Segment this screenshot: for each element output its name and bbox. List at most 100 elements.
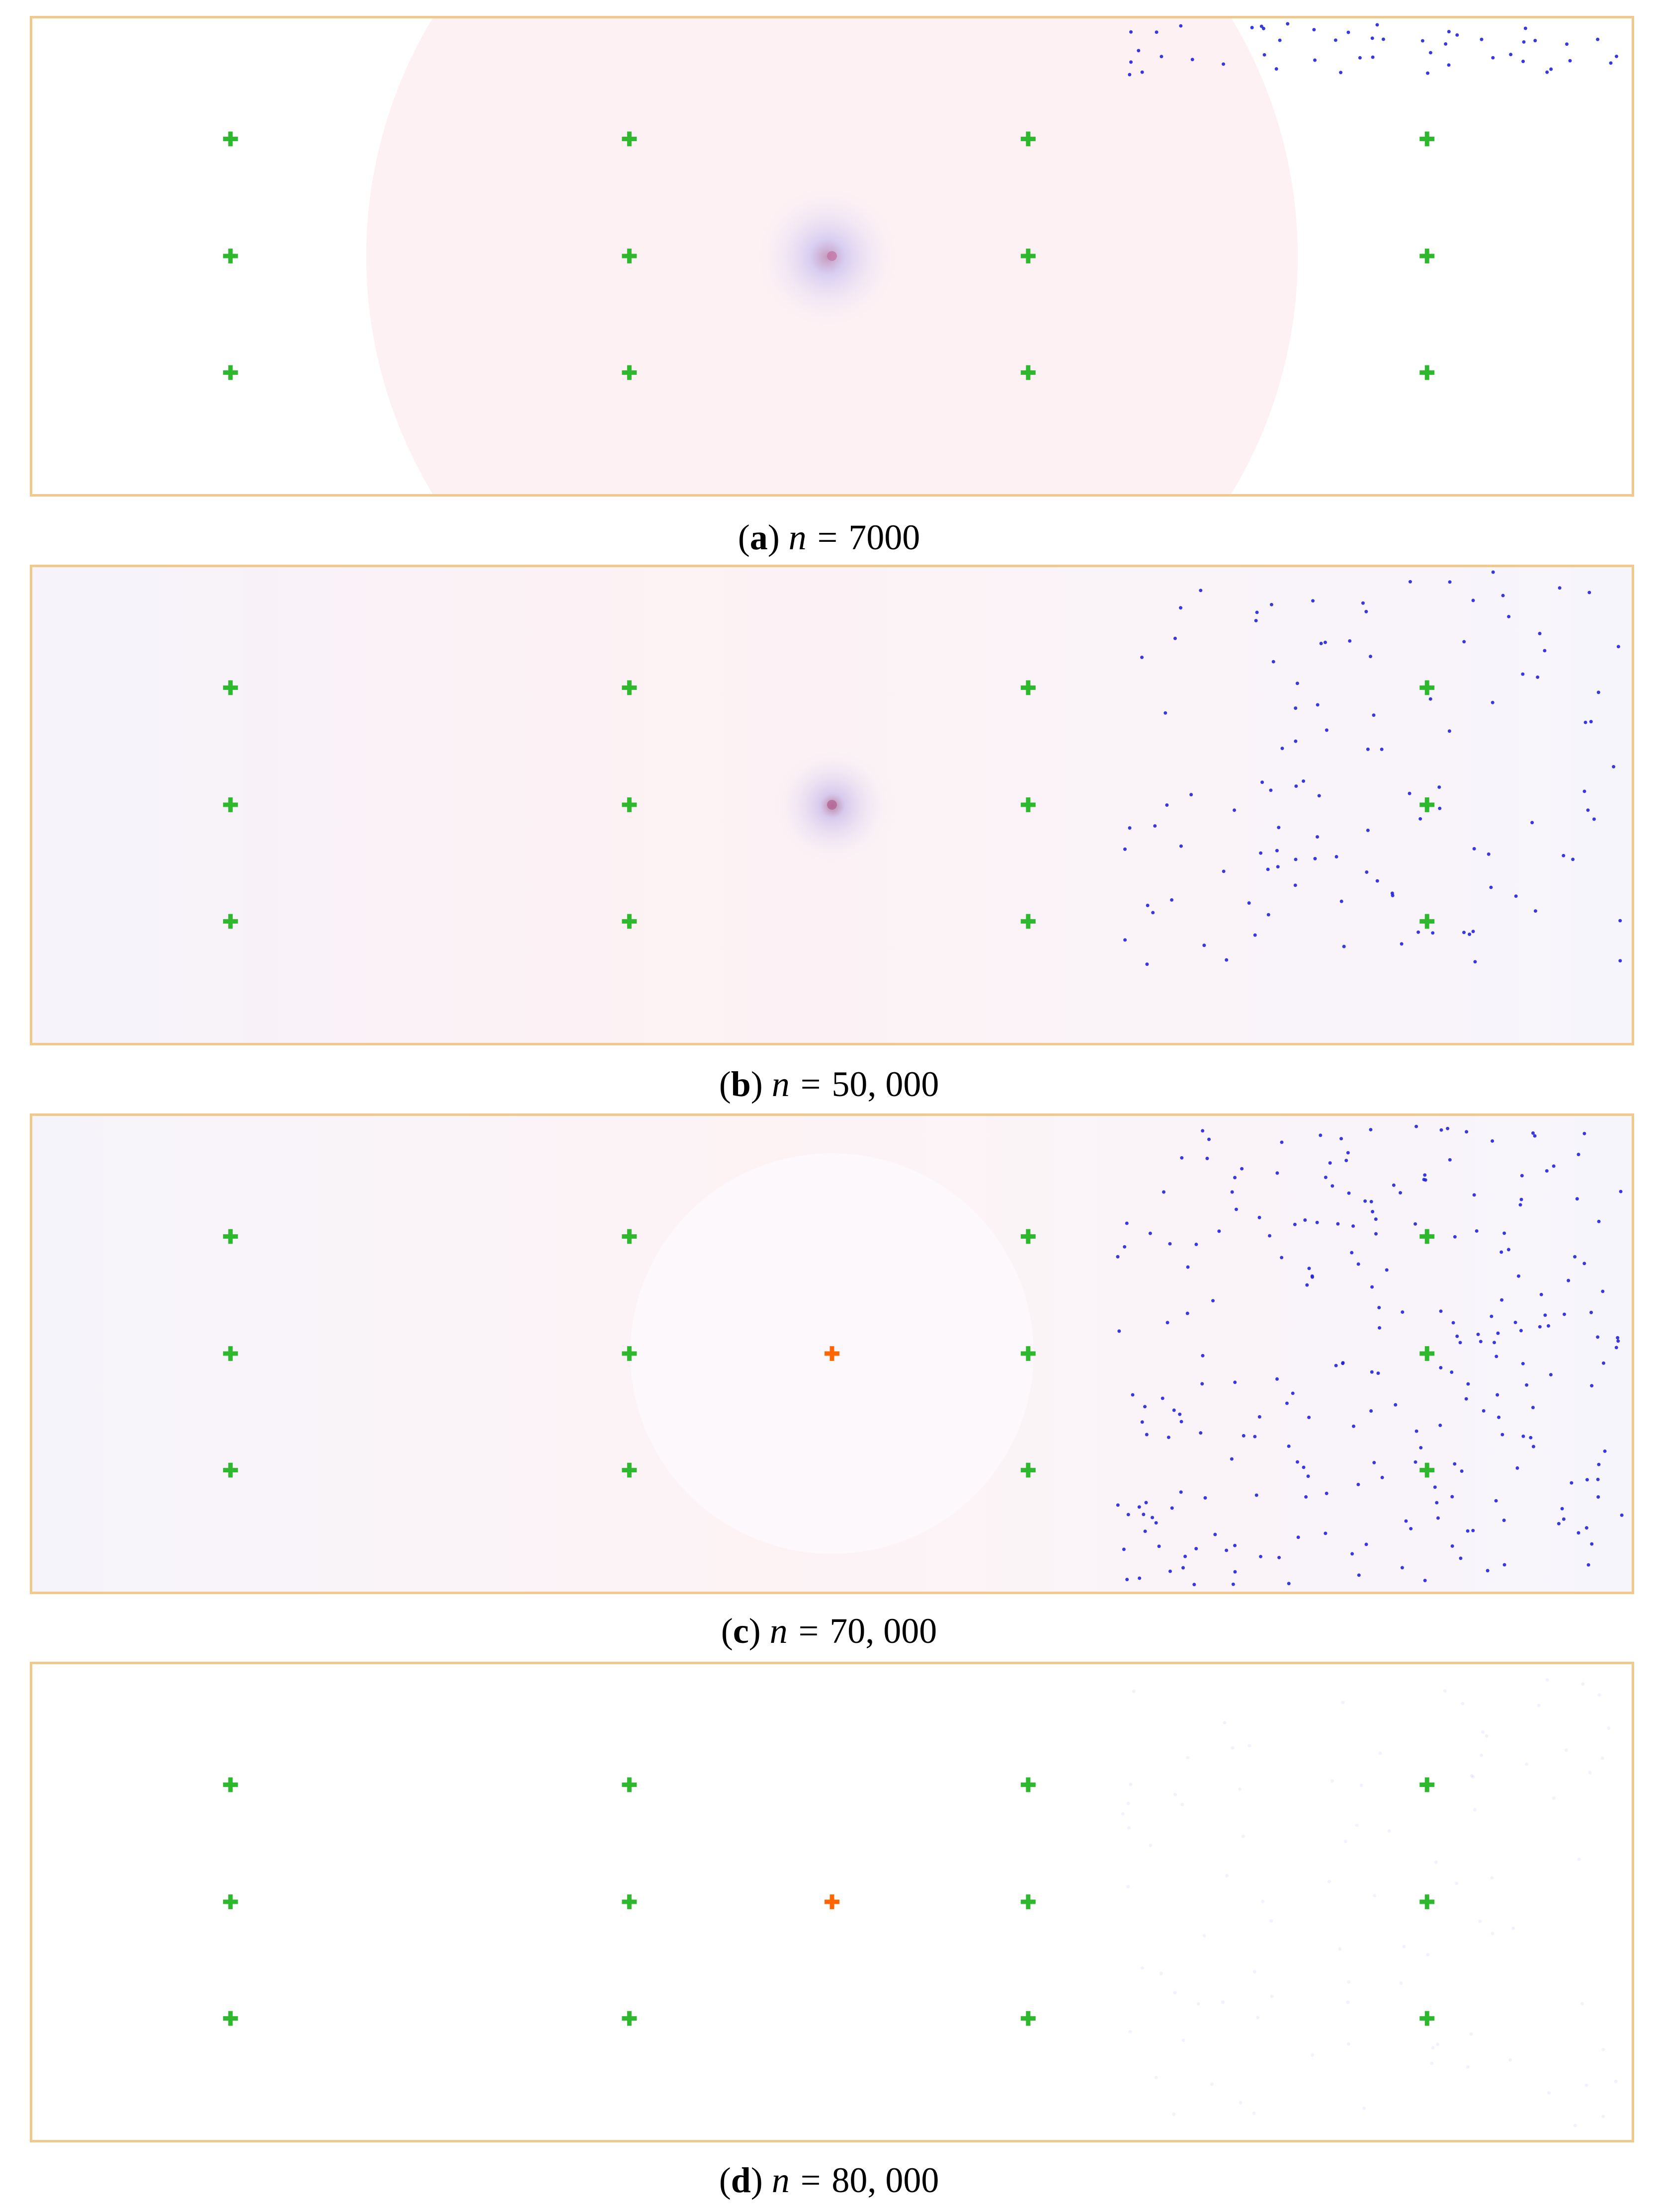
particle-dot xyxy=(1586,1563,1590,1567)
particle-dot xyxy=(1558,586,1562,590)
particle-dot xyxy=(1196,2002,1200,2006)
particle-dot xyxy=(1376,1371,1380,1375)
particle-dot xyxy=(1151,1516,1155,1520)
particle-dot xyxy=(1495,1393,1499,1397)
particle-dot xyxy=(1511,1926,1515,1930)
particle-dot xyxy=(1472,847,1476,851)
particle-dot xyxy=(1202,943,1206,947)
particle-dot xyxy=(1491,1931,1494,1935)
particle-dot xyxy=(1592,817,1596,821)
particle-dot xyxy=(1122,1547,1126,1551)
particle-dot xyxy=(1363,1199,1367,1203)
particle-dot xyxy=(1475,1229,1479,1233)
particle-dot xyxy=(1471,1529,1475,1532)
marker-cross xyxy=(622,797,637,812)
particle-dot xyxy=(1482,1409,1486,1413)
particle-dot xyxy=(1126,1884,1130,1888)
particle-dot xyxy=(1480,37,1484,41)
particle-dot xyxy=(1280,747,1284,751)
particle-dot xyxy=(1305,1283,1309,1287)
particle-dot xyxy=(1302,779,1306,783)
particle-dot xyxy=(1270,1994,1274,1998)
caption-variable: n xyxy=(771,2160,790,2200)
particle-dot xyxy=(1328,1161,1332,1165)
particle-dot xyxy=(1501,594,1505,597)
marker-cross xyxy=(1020,1894,1036,1909)
particle-dot xyxy=(1557,1522,1561,1526)
particle-dot xyxy=(1470,1774,1474,1778)
particle-dot xyxy=(1330,1184,1334,1188)
particle-dot xyxy=(1252,1970,1256,1974)
particle-dot xyxy=(1324,640,1327,644)
particle-dot xyxy=(1128,826,1132,830)
particle-dot xyxy=(1531,1406,1535,1410)
particle-dot xyxy=(1536,675,1540,679)
particle-dot xyxy=(1145,962,1149,966)
particle-dot xyxy=(1620,1513,1624,1517)
particle-dot xyxy=(1618,919,1622,923)
particle-dot xyxy=(1180,1802,1184,1806)
panel-c-plot xyxy=(32,1116,1632,1592)
particle-dot xyxy=(1588,1771,1592,1775)
particle-dot xyxy=(1269,1919,1273,1923)
particle-dot xyxy=(1545,70,1549,74)
particle-dot xyxy=(1356,1262,1360,1266)
particle-dot xyxy=(1268,1234,1272,1238)
particle-dot xyxy=(1287,1444,1291,1448)
particle-dot xyxy=(1350,1552,1354,1556)
particle-dot xyxy=(1154,2075,1158,2079)
particle-dot xyxy=(1519,1197,1523,1201)
particle-dot xyxy=(1446,1126,1450,1130)
particle-dot xyxy=(1466,1529,1470,1533)
particle-dot xyxy=(1607,1726,1611,1730)
particle-dot xyxy=(1339,71,1343,75)
particle-dot xyxy=(1128,2030,1132,2034)
marker-cross xyxy=(622,914,637,929)
particle-dot xyxy=(1392,1183,1396,1187)
marker-cross xyxy=(1419,1229,1435,1244)
particle-dot xyxy=(1560,1507,1564,1511)
particle-dot xyxy=(1431,2046,1435,2050)
particle-dot xyxy=(1538,1325,1542,1329)
particle-dot xyxy=(1306,1474,1310,1478)
particle-dot xyxy=(1307,1415,1311,1419)
particle-dot xyxy=(1522,40,1526,44)
marker-cross xyxy=(223,680,238,695)
particle-dot xyxy=(1513,1320,1517,1324)
particle-dot xyxy=(1233,1176,1237,1180)
particle-dot xyxy=(1221,2000,1225,2004)
marker-cross xyxy=(1020,797,1036,812)
particle-dot xyxy=(1489,885,1493,889)
particle-dot xyxy=(1400,1566,1404,1570)
particle-dot xyxy=(1419,1446,1423,1449)
particle-dot xyxy=(1357,1573,1361,1577)
particle-dot xyxy=(1252,2111,1256,2115)
marker-cross xyxy=(1020,1462,1036,1478)
particle-dot xyxy=(1378,1751,1382,1755)
particle-dot xyxy=(1327,1879,1331,1883)
particle-dot xyxy=(1543,649,1547,653)
particle-dot xyxy=(1294,706,1298,710)
particle-dot xyxy=(1324,1176,1327,1180)
particle-dot xyxy=(1543,1313,1547,1317)
particle-dot xyxy=(1140,655,1144,659)
particle-dot xyxy=(1414,1124,1418,1128)
particle-dot xyxy=(1413,1222,1417,1226)
particle-dot xyxy=(1439,1366,1443,1369)
particle-dot xyxy=(1307,1267,1311,1271)
particle-dot xyxy=(1254,619,1258,623)
particle-dot xyxy=(1562,1517,1566,1521)
particle-dot xyxy=(1259,24,1263,28)
particle-dot xyxy=(1123,938,1127,942)
marker-cross xyxy=(1419,914,1435,929)
particle-dot xyxy=(1614,2079,1618,2083)
particle-dot xyxy=(1462,931,1466,935)
particle-dot xyxy=(1186,1756,1190,1760)
particle-dot xyxy=(1361,601,1365,605)
particle-dot xyxy=(1458,1341,1462,1345)
particle-dot xyxy=(1400,942,1404,946)
particle-dot xyxy=(1603,1449,1607,1453)
particle-dot xyxy=(1201,1129,1205,1133)
particle-dot xyxy=(1170,898,1174,902)
marker-cross xyxy=(622,1777,637,1792)
